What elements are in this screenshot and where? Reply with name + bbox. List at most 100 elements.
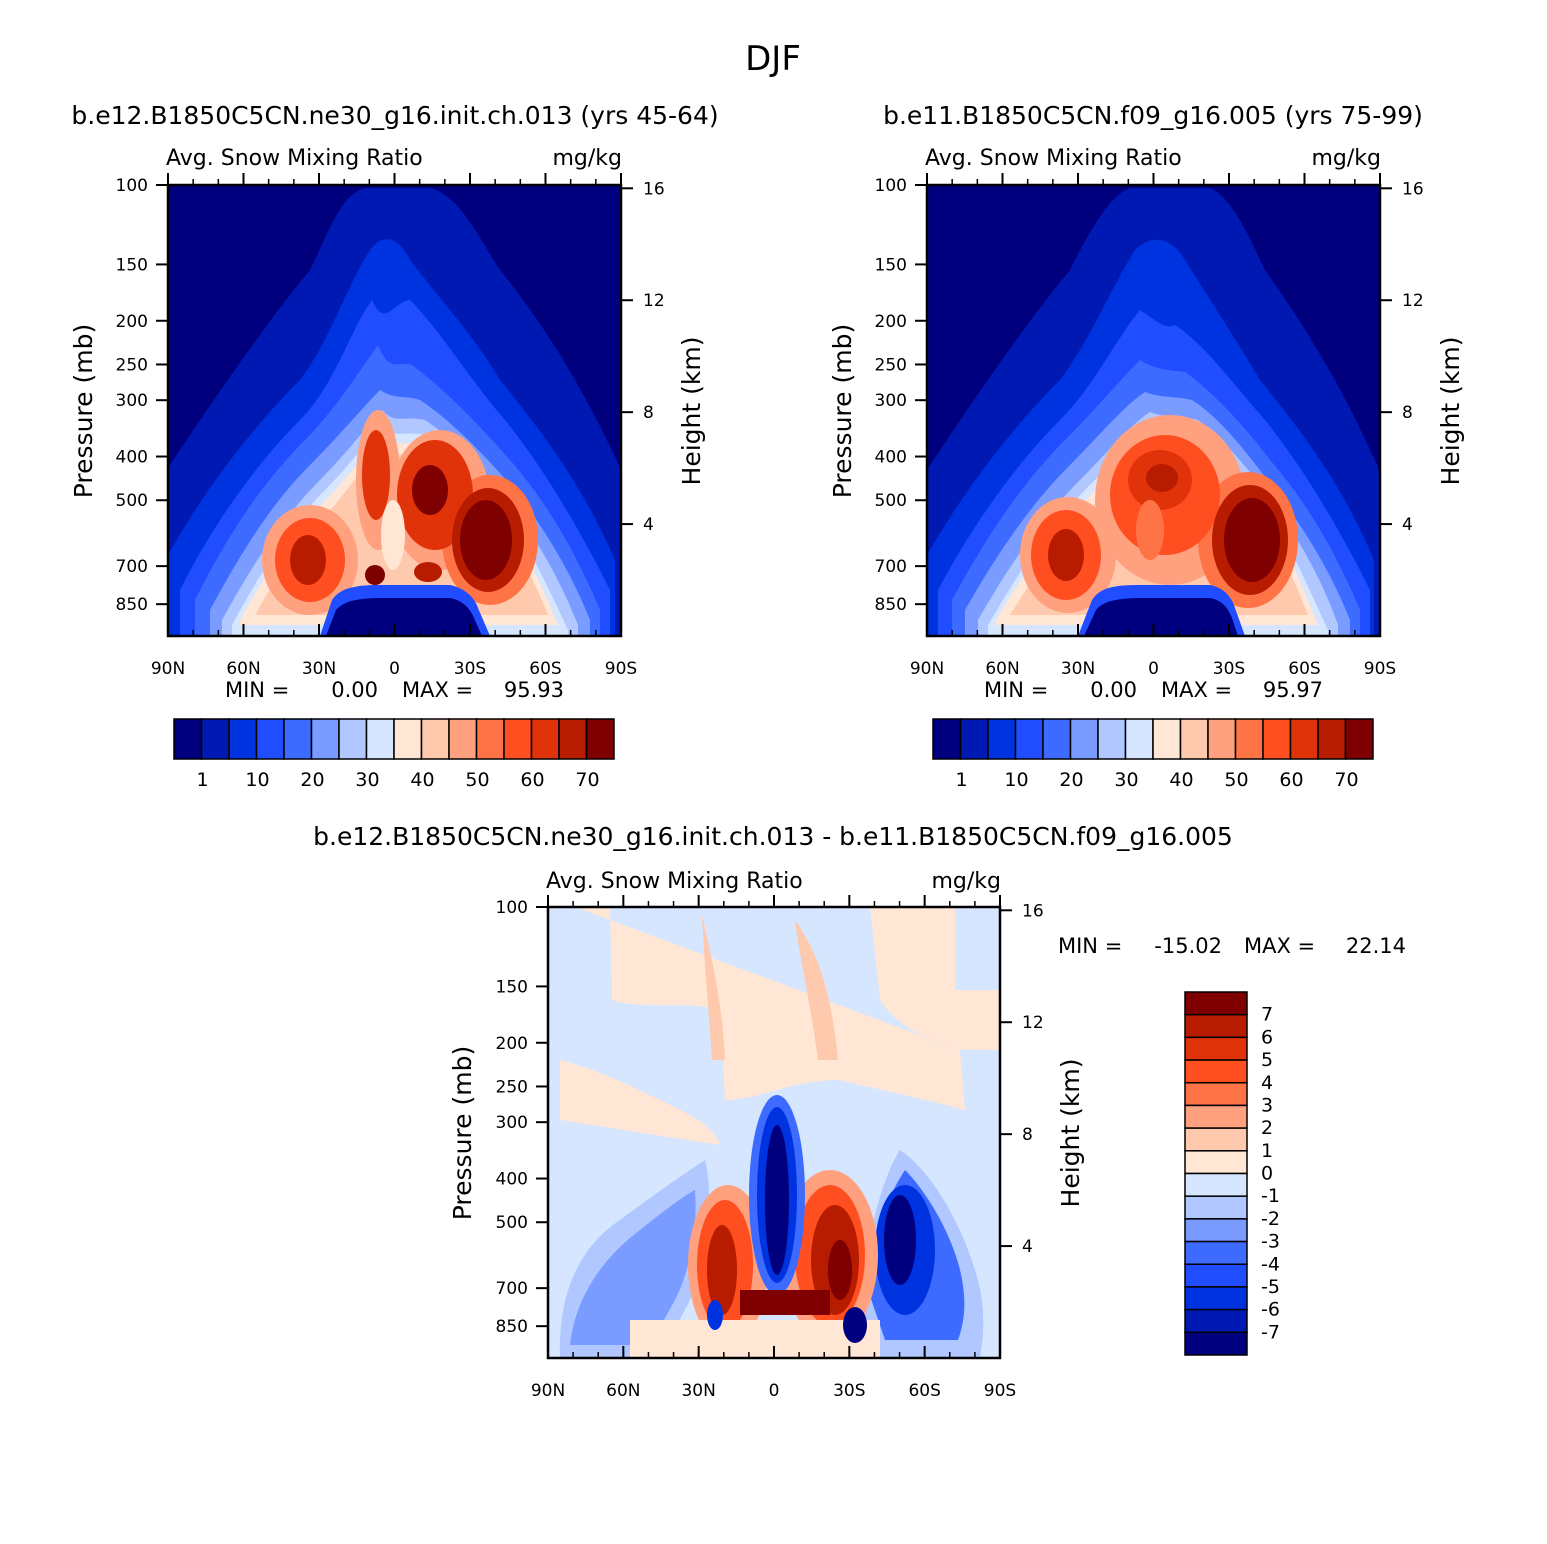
colorbar-swatch [255, 718, 285, 760]
colorbar-swatch [1184, 1013, 1248, 1039]
colorbar-swatch [173, 718, 203, 760]
x-tick-label: 60S [529, 659, 561, 679]
colorbar-label: 50 [465, 769, 489, 791]
y-right-tick-label: 16 [1022, 901, 1044, 921]
y-axis-label: Pressure (mb) [828, 324, 857, 498]
colorbar-label: 7 [1261, 1004, 1273, 1026]
panel-model-b: b.e11.B1850C5CN.f09_g16.005 (yrs 75-99) … [828, 101, 1465, 791]
x-tick-label: 30S [833, 1381, 865, 1401]
x-tick-label: 90S [984, 1381, 1016, 1401]
colorbar-swatch [1184, 1331, 1248, 1356]
colorbar-label: 40 [1169, 769, 1193, 791]
colorbar-swatch [558, 718, 588, 760]
colorbar-swatch [200, 718, 230, 760]
max-region-low-a [365, 565, 385, 585]
colorbar-swatch [1184, 1082, 1248, 1107]
colorbar-swatch [1184, 1263, 1248, 1288]
y-right-tick-label: 8 [643, 403, 654, 423]
contour-field [548, 907, 1000, 1358]
x-tick-label: 60N [985, 659, 1019, 679]
y-tick-label: 850 [116, 595, 148, 615]
colorbar-label: 70 [575, 769, 599, 791]
y-right-tick-label: 8 [1402, 403, 1413, 423]
colorbar-label: 30 [355, 769, 379, 791]
y-tick-label: 400 [496, 1170, 528, 1190]
colorbar-swatch [1344, 718, 1374, 760]
y-tick-label: 850 [875, 595, 907, 615]
y-tick-label: 500 [496, 1213, 528, 1233]
positive-lower-band [740, 1290, 830, 1315]
negative-sh-core-inner [884, 1195, 916, 1285]
y-ticks: 100 150 200 250 300 400 500 700 850 [116, 176, 168, 615]
y-right-tick-label: 4 [643, 515, 654, 535]
max-label: MAX = [1244, 934, 1315, 958]
y-tick-label: 700 [875, 557, 907, 577]
positive-nh-core [707, 1225, 737, 1315]
y-right-tick-label: 12 [1022, 1013, 1044, 1033]
panel-title: b.e12.B1850C5CN.ne30_g16.init.ch.013 - b… [313, 822, 1233, 851]
y-right-tick-label: 4 [1022, 1237, 1033, 1257]
negative-equator-core [765, 1125, 789, 1275]
y-tick-label: 200 [875, 312, 907, 332]
plot-axes: 90N 60N 30N 0 30S 60S 90S 100 150 200 250 300 400 50… [116, 173, 665, 679]
colorbar-swatch [1317, 718, 1347, 760]
x-ticks: 90N 60N 30N 0 30S 60S 90S [910, 173, 1396, 679]
min-label: MIN = [225, 678, 289, 702]
subtitle-left: Avg. Snow Mixing Ratio [546, 869, 803, 894]
min-label: MIN = [1058, 934, 1122, 958]
panel-title: b.e11.B1850C5CN.f09_g16.005 (yrs 75-99) [883, 101, 1423, 130]
colorbar-swatch [1184, 1308, 1248, 1334]
colorbar-swatch [1184, 1286, 1248, 1311]
x-tick-label: 90S [605, 659, 637, 679]
colorbar-label: -1 [1261, 1185, 1280, 1207]
y-tick-label: 150 [116, 255, 148, 275]
colorbar-swatch [1184, 1036, 1248, 1061]
x-tick-label: 30S [1213, 659, 1245, 679]
x-tick-label: 0 [389, 659, 400, 679]
colorbar-label: 2 [1261, 1117, 1273, 1139]
y-tick-label: 100 [496, 898, 528, 918]
x-tick-label: 60S [908, 1381, 940, 1401]
y-tick-label: 250 [496, 1077, 528, 1097]
y-axis-label-right: Height (km) [1056, 1059, 1085, 1208]
max-region-core-a [1048, 529, 1084, 581]
colorbar-swatch [1289, 718, 1319, 760]
y-right-tick-label: 8 [1022, 1125, 1033, 1145]
colorbar-swatch [503, 718, 533, 760]
colorbar-swatch [1097, 718, 1127, 760]
colorbar-swatch [1184, 1218, 1248, 1243]
x-tick-label: 0 [1148, 659, 1159, 679]
max-region-core-c [1224, 498, 1280, 582]
y-tick-label: 300 [496, 1113, 528, 1133]
y-tick-label: 400 [875, 448, 907, 468]
y-tick-label: 500 [116, 491, 148, 511]
x-tick-label: 90N [531, 1381, 565, 1401]
x-tick-label: 90S [1364, 659, 1396, 679]
colorbar-label: 30 [1114, 769, 1138, 791]
colorbar-swatch [1184, 1104, 1248, 1129]
colorbar-swatch [228, 718, 258, 760]
colorbar-swatch [1184, 1127, 1248, 1152]
max-region-b [362, 430, 390, 520]
colorbar-swatch [1179, 718, 1209, 760]
y-right-ticks: 4 8 12 16 [621, 179, 665, 535]
colorbar-swatch [530, 718, 560, 760]
y-axis-label-right: Height (km) [677, 337, 706, 486]
panel-difference: b.e12.B1850C5CN.ne30_g16.init.ch.013 - b… [313, 822, 1406, 1401]
lower-minimum-core [1084, 598, 1238, 636]
near-surface-band [630, 1320, 880, 1358]
colorbar-swatch [1184, 1150, 1248, 1175]
colorbar-label: 10 [245, 769, 269, 791]
positive-upper-band [575, 907, 1000, 1110]
max-value: 95.97 [1263, 678, 1323, 702]
colorbar-label: 6 [1261, 1026, 1273, 1048]
y-right-tick-label: 16 [643, 179, 665, 199]
y-right-tick-label: 12 [1402, 291, 1424, 311]
colorbar-label: 5 [1261, 1049, 1273, 1071]
y-right-ticks: 4 8 12 16 [1000, 901, 1044, 1257]
colorbar-swatch [1069, 718, 1099, 760]
max-region-core-a [290, 535, 326, 585]
equator-minimum [381, 500, 405, 570]
colorbar-swatch [1124, 718, 1154, 760]
y-tick-label: 500 [875, 491, 907, 511]
